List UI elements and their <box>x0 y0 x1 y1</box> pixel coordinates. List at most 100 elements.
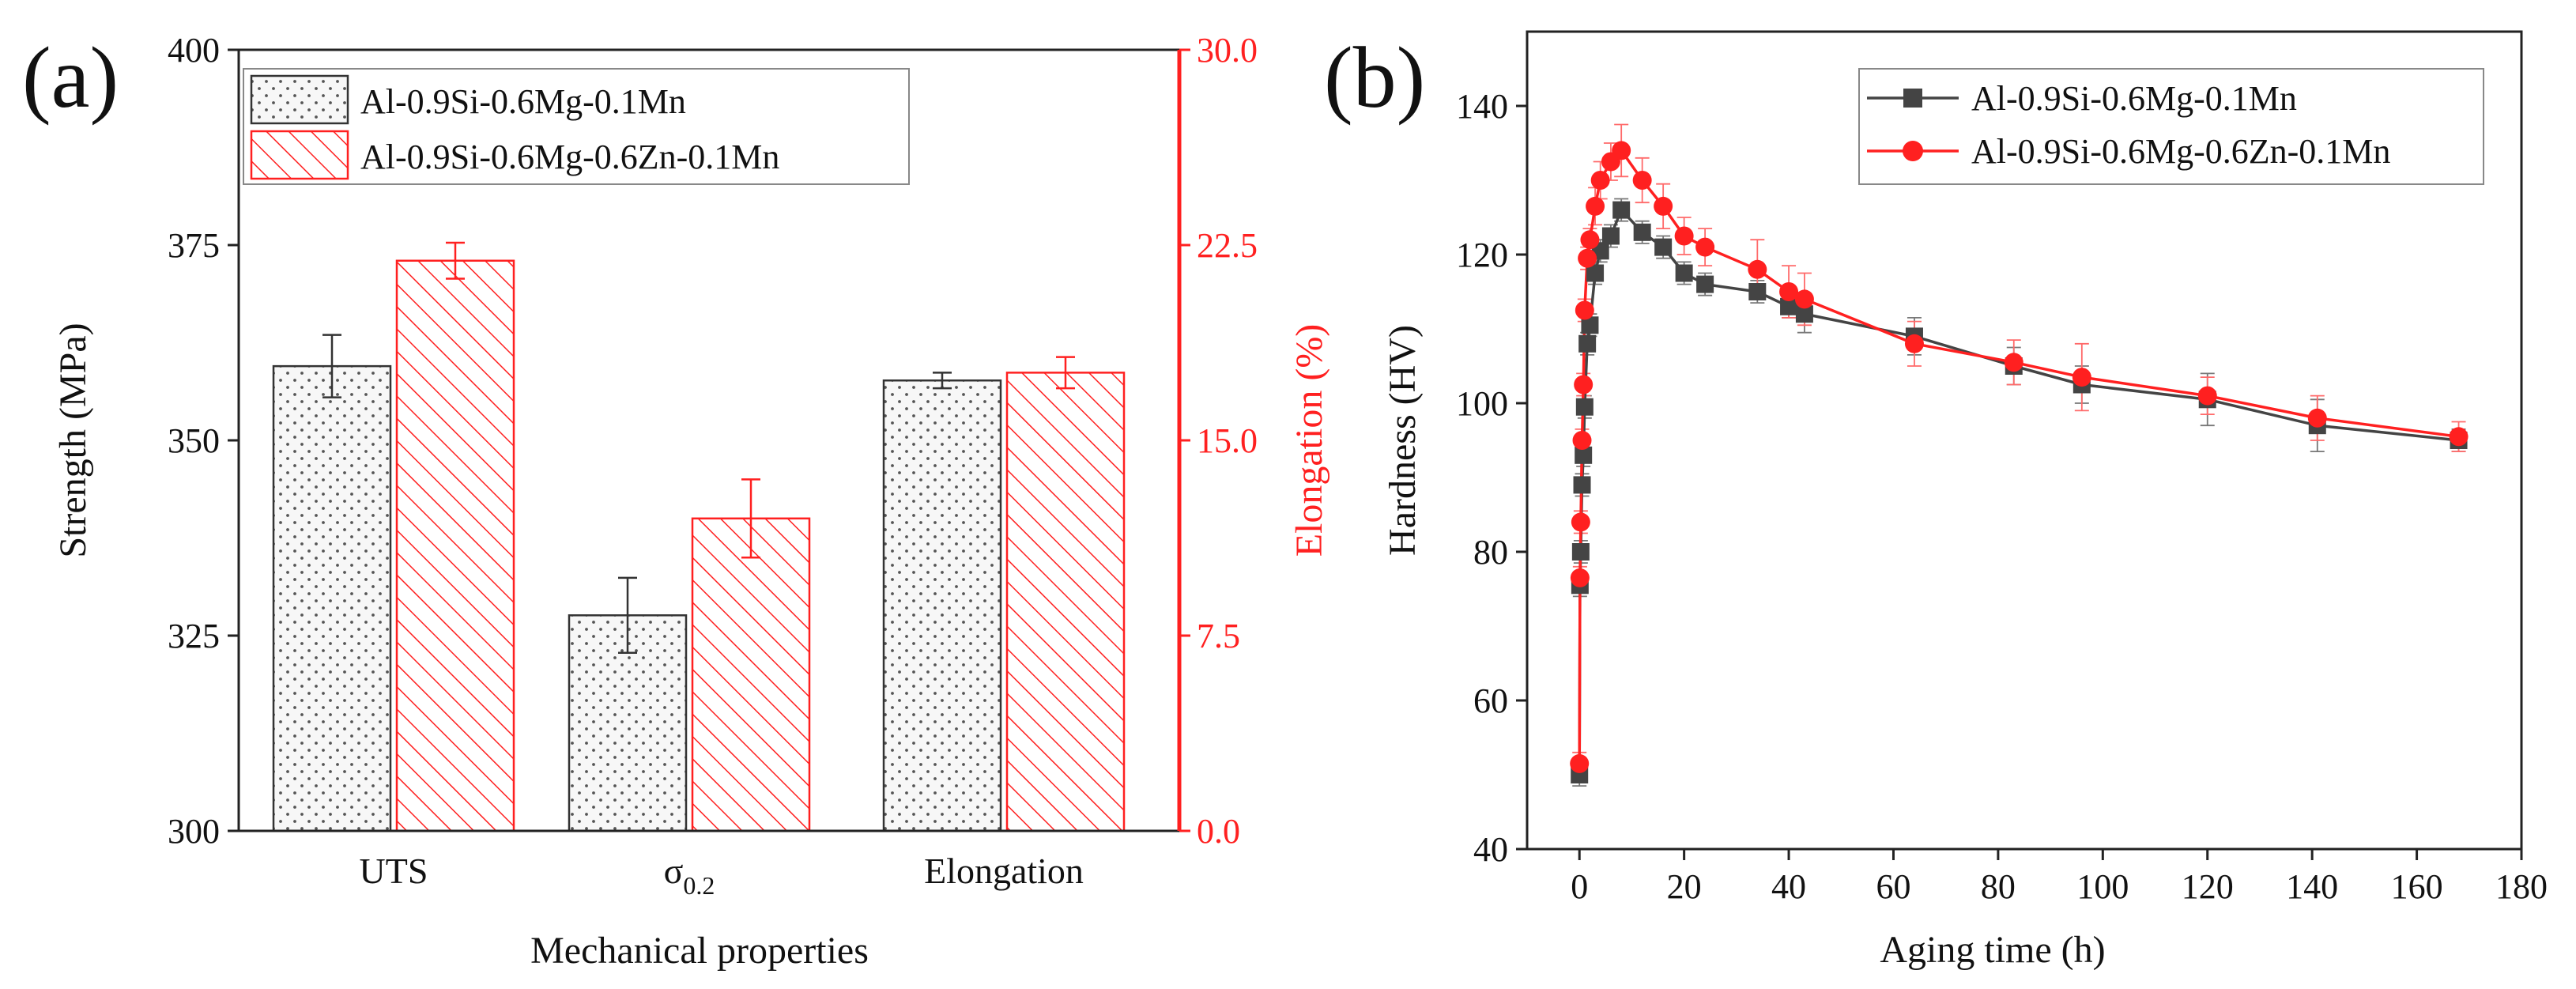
marker-zn-17 <box>1779 282 1799 301</box>
bar-zn-1 <box>691 517 811 832</box>
right-tick-label-2: 15.0 <box>1197 421 1258 460</box>
bars-a-layer <box>272 259 1126 832</box>
marker-zn-6 <box>1578 248 1597 268</box>
errorbar-zn-0 <box>446 241 465 280</box>
marker-zn-11 <box>1612 141 1631 160</box>
marker-zn-5 <box>1575 300 1594 320</box>
marker-base-14 <box>1675 264 1693 282</box>
series-line-base <box>1578 208 2459 776</box>
errorbar-base-0 <box>322 334 341 398</box>
y-tick-label-0: 40 <box>1473 830 1508 869</box>
marker-zn-4 <box>1574 375 1593 394</box>
marker-zn-15 <box>1695 237 1715 257</box>
x-tick-label-5: 100 <box>2076 867 2129 906</box>
bar-zn-0 <box>395 259 515 832</box>
errorbar-base-2 <box>933 372 952 390</box>
marker-base-18 <box>1795 305 1813 323</box>
legend-b-marker-2 <box>1903 141 1923 161</box>
y-axis-b: 40 60 80 100 120 140 <box>1456 87 1527 869</box>
panel-b-label: (b) <box>1324 29 1425 126</box>
x-axis-title-b: Aging time (h) <box>1880 929 2105 971</box>
legend-a-label-1: Al-0.9Si-0.6Mg-0.1Mn <box>360 82 686 121</box>
marker-zn-21 <box>2072 368 2091 387</box>
marker-base-12 <box>1633 223 1651 241</box>
y-tick-label-4: 120 <box>1456 236 1508 274</box>
x-category-elongation: Elongation <box>924 851 1084 891</box>
marker-base-3 <box>1573 476 1591 494</box>
legend-a-swatch-2 <box>250 130 349 180</box>
marker-base-4 <box>1575 446 1593 464</box>
marker-base-8 <box>1586 264 1605 282</box>
errorbars-a-layer <box>322 241 1075 654</box>
x-tick-label-6: 120 <box>2182 867 2234 906</box>
marker-zn-1 <box>1570 568 1590 587</box>
left-tick-label-0: 300 <box>168 812 220 851</box>
marker-zn-16 <box>1748 259 1767 279</box>
bar-zn-2 <box>1005 372 1126 832</box>
legend-b: Al-0.9Si-0.6Mg-0.1Mn Al-0.9Si-0.6Mg-0.6Z… <box>1858 68 2484 185</box>
marker-zn-19 <box>1904 334 1924 353</box>
y-tick-label-5: 140 <box>1456 87 1508 126</box>
panel-b: (b) 0 20 40 60 80 100 120 140 160 180 40 60 80 100 12… <box>1324 29 2548 971</box>
right-axis-a: 0.0 7.5 15.0 22.5 30.0 <box>1179 31 1258 851</box>
errorbar-base-1 <box>618 576 637 654</box>
right-tick-label-0: 0.0 <box>1197 812 1240 851</box>
errorbar-zn-2 <box>1056 356 1075 390</box>
x-tick-label-4: 80 <box>1981 867 2016 906</box>
marker-zn-22 <box>2197 386 2217 406</box>
right-tick-label-4: 30.0 <box>1197 31 1258 70</box>
marker-zn-9 <box>1590 171 1610 190</box>
panel-a: (a) 300 325 350 375 400 0.0 7.5 15.0 22.5 30.0 U… <box>22 29 1330 972</box>
marker-zn-23 <box>2307 408 2327 428</box>
y-tick-label-1: 60 <box>1473 681 1508 720</box>
bar-base-2 <box>882 379 1002 832</box>
marker-zn-13 <box>1654 196 1673 216</box>
x-tick-label-3: 60 <box>1876 867 1910 906</box>
marker-base-5 <box>1575 398 1593 416</box>
marker-zn-20 <box>2004 353 2023 372</box>
markers-b-layer <box>1570 141 2469 783</box>
legend-a-swatch-1 <box>250 74 349 125</box>
legend-a-label-2: Al-0.9Si-0.6Mg-0.6Zn-0.1Mn <box>360 138 779 176</box>
marker-base-11 <box>1612 201 1631 219</box>
x-tick-label-0: 0 <box>1571 867 1588 906</box>
marker-base-6 <box>1578 334 1597 353</box>
y2-axis-title-a: Elongation (%) <box>1288 324 1330 557</box>
marker-base-2 <box>1571 543 1590 561</box>
marker-base-10 <box>1601 227 1620 245</box>
x-tick-label-1: 20 <box>1667 867 1702 906</box>
marker-base-17 <box>1780 297 1798 315</box>
errorbar-zn-1 <box>741 478 760 559</box>
left-tick-label-4: 400 <box>168 31 220 70</box>
x-category-ticks: UTS σ0.2 Elongation <box>360 851 1084 900</box>
legend-b-label-2: Al-0.9Si-0.6Mg-0.6Zn-0.1Mn <box>1971 132 2390 171</box>
left-axis-a: 300 325 350 375 400 <box>168 31 239 851</box>
marker-base-16 <box>1748 283 1767 300</box>
left-tick-label-3: 375 <box>168 226 220 265</box>
x-tick-label-8: 160 <box>2391 867 2443 906</box>
errorbars-b-layer <box>1572 123 2466 787</box>
x-category-sigma: σ0.2 <box>664 851 715 900</box>
legend-a-frame <box>243 68 910 185</box>
y-axis-title-b: Hardness (HV) <box>1382 325 1424 556</box>
legend-b-label-1: Al-0.9Si-0.6Mg-0.1Mn <box>1971 79 2297 118</box>
marker-base-7 <box>1581 316 1599 334</box>
legend-b-frame <box>1858 68 2484 185</box>
y-tick-label-3: 100 <box>1456 384 1508 423</box>
right-tick-label-3: 22.5 <box>1197 226 1258 265</box>
plot-frame-b <box>1526 30 2523 851</box>
left-tick-label-2: 350 <box>168 421 220 460</box>
right-tick-label-1: 7.5 <box>1197 617 1240 655</box>
marker-zn-2 <box>1571 512 1590 532</box>
marker-zn-3 <box>1572 431 1592 450</box>
x-axis-title-a: Mechanical properties <box>530 930 869 972</box>
left-tick-label-1: 325 <box>168 617 220 655</box>
bar-base-0 <box>272 364 392 832</box>
marker-zn-7 <box>1580 230 1600 250</box>
x-axis-b: 0 20 40 60 80 100 120 140 160 180 <box>1571 849 2548 906</box>
x-category-uts: UTS <box>360 851 428 891</box>
x-tick-label-7: 140 <box>2286 867 2338 906</box>
legend-a: Al-0.9Si-0.6Mg-0.1Mn Al-0.9Si-0.6Mg-0.6Z… <box>243 68 910 185</box>
marker-zn-8 <box>1586 196 1605 216</box>
